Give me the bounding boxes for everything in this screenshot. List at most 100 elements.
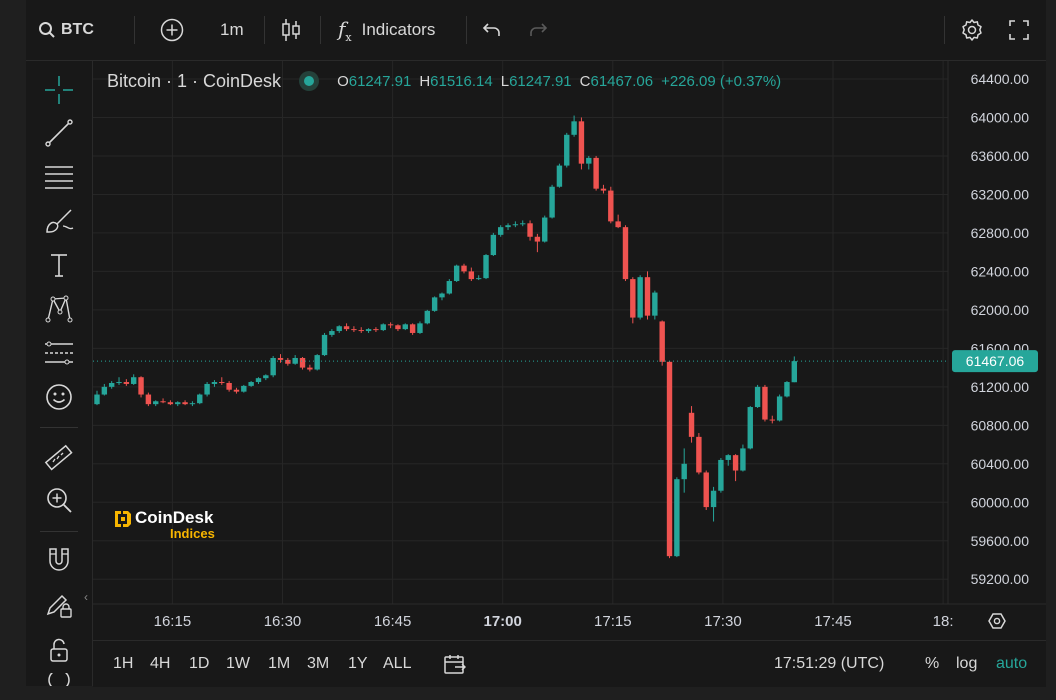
candle xyxy=(380,323,386,332)
candle-body xyxy=(659,321,665,362)
y-tick-label: 63200.00 xyxy=(971,186,1030,202)
emoji-tool[interactable] xyxy=(42,380,76,414)
y-tick-label: 60800.00 xyxy=(971,417,1030,433)
candle xyxy=(321,332,328,357)
crosshair-tool[interactable] xyxy=(42,73,76,107)
candles-icon xyxy=(282,19,300,41)
candle xyxy=(475,275,482,281)
candle-body xyxy=(197,394,203,404)
candle-body xyxy=(681,463,687,480)
zoom-in-tool[interactable] xyxy=(42,483,76,517)
candle xyxy=(307,364,313,372)
undo-button[interactable] xyxy=(482,0,502,60)
candle-body xyxy=(358,330,364,332)
fullscreen-button[interactable] xyxy=(1008,0,1030,60)
candle-body xyxy=(336,326,342,332)
price-chart[interactable]: 64400.00 64000.00 63600.00 63200.00 62800.00… xyxy=(93,61,1046,640)
candle xyxy=(776,394,783,422)
candle-body xyxy=(732,455,739,471)
candle xyxy=(754,384,761,409)
candle xyxy=(666,360,673,559)
range-button-3m[interactable]: 3M xyxy=(307,655,330,672)
redo-icon xyxy=(530,23,548,36)
range-button-4h[interactable]: 4H xyxy=(150,655,171,672)
candle-body xyxy=(299,357,306,368)
chart-type-button[interactable] xyxy=(280,0,302,60)
magnet-tool[interactable] xyxy=(42,543,76,577)
candle xyxy=(248,381,254,387)
candle-body xyxy=(784,382,790,397)
candle-body xyxy=(101,386,108,395)
candle-body xyxy=(725,455,731,460)
range-button-1h[interactable]: 1H xyxy=(113,655,134,672)
toolbar-divider xyxy=(134,16,135,44)
brush-icon xyxy=(46,209,74,233)
prediction-tool[interactable] xyxy=(42,336,76,370)
open-label: O xyxy=(337,72,349,90)
x-tick-label: 17:30 xyxy=(704,613,742,630)
symbol-search-button[interactable]: BTC xyxy=(38,0,94,60)
measure-tool[interactable] xyxy=(42,441,76,475)
clock-time: 17:51:29 (UTC) xyxy=(774,655,885,672)
candle-body xyxy=(116,382,122,384)
indicators-button[interactable]: fx Indicators xyxy=(338,0,435,60)
unlock-icon xyxy=(50,638,68,662)
fib-tool[interactable] xyxy=(42,160,76,194)
settings-button[interactable] xyxy=(960,0,984,60)
log-toggle[interactable]: log xyxy=(956,641,977,687)
candle xyxy=(123,379,130,386)
y-tick-label: 60400.00 xyxy=(971,456,1030,472)
toolbar-divider xyxy=(40,427,78,428)
percent-toggle[interactable]: % xyxy=(925,641,939,687)
candle xyxy=(226,381,232,392)
range-button-1w[interactable]: 1W xyxy=(226,655,250,672)
candle-body xyxy=(431,297,438,311)
range-button-1y[interactable]: 1Y xyxy=(348,655,368,672)
interval-button[interactable]: 1m xyxy=(220,0,244,60)
candle-body xyxy=(94,394,100,405)
go-to-date-button[interactable] xyxy=(443,641,467,687)
axis-settings-icon[interactable] xyxy=(988,613,1006,629)
range-button-all[interactable]: ALL xyxy=(383,655,412,672)
candle xyxy=(175,401,181,407)
range-button-1d[interactable]: 1D xyxy=(189,655,210,672)
x-tick-label: 17:00 xyxy=(484,613,522,630)
lock-drawings-tool[interactable] xyxy=(42,588,76,622)
ruler-icon xyxy=(44,444,73,471)
y-tick-label: 63600.00 xyxy=(971,148,1030,164)
candle xyxy=(197,393,203,405)
candle xyxy=(527,220,533,241)
candle xyxy=(314,354,320,371)
drawing-toolbar xyxy=(26,61,93,686)
collapse-toolbar-icon[interactable]: ‹ xyxy=(84,590,88,604)
candle xyxy=(659,320,665,366)
trend-line-tool[interactable] xyxy=(42,116,76,150)
market-status-indicator[interactable] xyxy=(299,71,320,91)
brush-tool[interactable] xyxy=(42,204,76,238)
candle-body xyxy=(387,324,394,326)
redo-button[interactable] xyxy=(528,0,548,60)
last-price-label: 61467.06 xyxy=(966,353,1025,369)
candle xyxy=(431,296,438,312)
candle xyxy=(153,400,159,407)
compare-button[interactable] xyxy=(160,0,184,60)
range-button-1m[interactable]: 1M xyxy=(268,655,291,672)
candle-body xyxy=(593,157,599,189)
candle xyxy=(160,398,166,404)
candle xyxy=(329,329,335,337)
candle-body xyxy=(490,234,497,256)
pattern-tool[interactable] xyxy=(42,292,76,326)
timezone-button[interactable]: 17:51:29 (UTC) xyxy=(774,641,884,687)
close-value: 61467.06 xyxy=(590,72,654,90)
visibility-tool[interactable] xyxy=(42,673,76,686)
candle xyxy=(439,292,445,301)
candle xyxy=(285,357,291,366)
candle-body xyxy=(578,121,585,164)
candle xyxy=(578,117,585,170)
auto-toggle[interactable]: auto xyxy=(996,641,1027,687)
fib-retracement-icon xyxy=(45,166,73,189)
candle-body xyxy=(167,402,174,405)
text-tool[interactable] xyxy=(42,248,76,282)
lock-tool[interactable] xyxy=(42,633,76,667)
candle xyxy=(211,380,218,387)
